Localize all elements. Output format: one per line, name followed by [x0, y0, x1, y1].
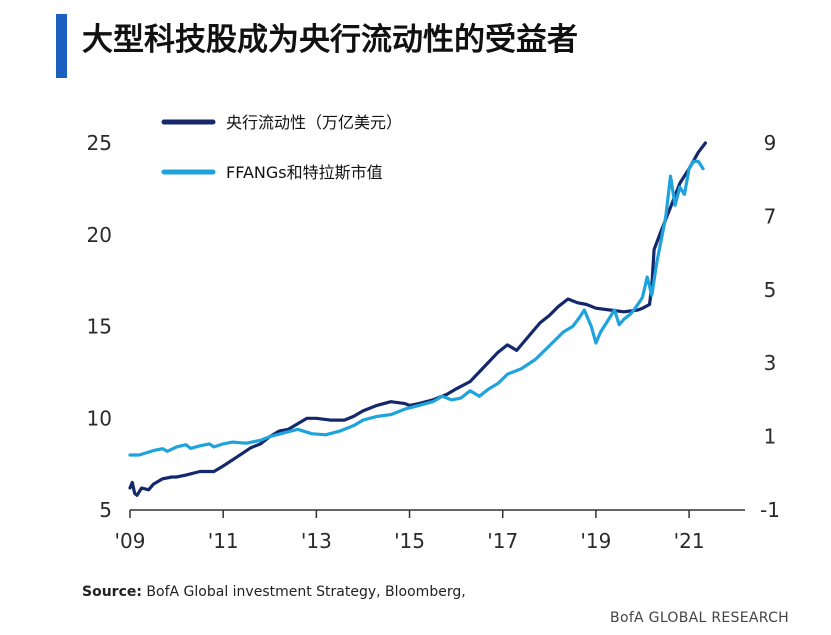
x-tick-label: '09: [115, 529, 146, 553]
x-tick-label: '19: [580, 529, 611, 553]
x-tick-label: '21: [674, 529, 705, 553]
x-tick-label: '13: [301, 529, 332, 553]
right-tick-label: 3: [764, 351, 777, 375]
left-tick-label: 25: [87, 131, 112, 155]
series-line-ffangs: [128, 159, 705, 457]
source-text: BofA Global investment Strategy, Bloombe…: [146, 584, 466, 600]
series-line-liquidity: [128, 141, 707, 497]
right-tick-label: -1: [760, 498, 780, 522]
left-tick-label: 10: [87, 406, 112, 430]
source-note: Source: BofA Global investment Strategy,…: [82, 584, 466, 600]
right-tick-label: 1: [764, 425, 777, 449]
legend-label: 央行流动性（万亿美元）: [226, 113, 402, 132]
left-tick-label: 5: [99, 498, 112, 522]
x-tick-label: '15: [394, 529, 425, 553]
right-tick-label: 5: [764, 278, 777, 302]
right-tick-label: 9: [764, 131, 777, 155]
left-tick-label: 15: [87, 315, 112, 339]
left-tick-label: 20: [87, 223, 112, 247]
right-tick-label: 7: [764, 204, 777, 228]
x-tick-label: '17: [487, 529, 518, 553]
source-label: Source:: [82, 584, 142, 600]
title-accent-bar: [56, 14, 67, 78]
line-chart: '09 '11 '13 '15 '17 '19 '21 5 10 15 20 25 -1 1 3 5 7 9 央行流…: [87, 113, 780, 553]
brand-footer: BofA GLOBAL RESEARCH: [610, 610, 789, 626]
legend-label: FFANGs和特拉斯市值: [226, 163, 383, 182]
x-tick-label: '11: [208, 529, 239, 553]
chart-title: 大型科技股成为央行流动性的受益者: [82, 22, 578, 58]
